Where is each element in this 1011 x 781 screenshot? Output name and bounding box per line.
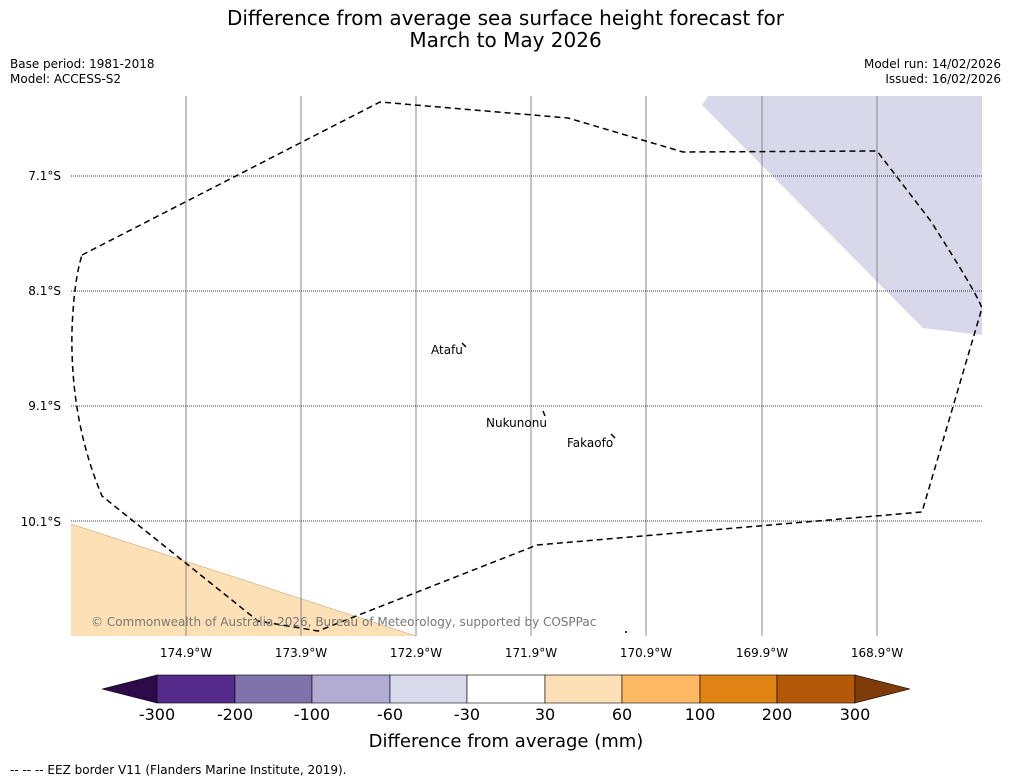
colorbar-tick: -30 (454, 705, 480, 724)
lon-label: 174.9°W (160, 646, 212, 660)
colorbar-tick: 300 (840, 705, 871, 724)
colorbar-segment (156, 674, 236, 704)
colorbar-label: Difference from average (mm) (369, 731, 644, 752)
model-name: Model: ACCESS-S2 (10, 72, 122, 86)
lat-label: 7.1°S (28, 169, 61, 183)
meta-left: Base period: 1981-2018 Model: ACCESS-S2 (10, 57, 155, 87)
eez-border (71, 101, 982, 632)
lon-label: 173.9°W (275, 646, 327, 660)
colorbar-tick: 60 (612, 705, 632, 724)
lon-label: 171.9°W (505, 646, 557, 660)
colorbar-segment (699, 674, 778, 704)
colorbar-tick: -300 (139, 705, 175, 724)
place-label-nukunonu: Nukunonu (486, 416, 547, 430)
eez-legend: -- -- -- EEZ border V11 (Flanders Marine… (10, 763, 347, 777)
meta-right: Model run: 14/02/2026 Issued: 16/02/2026 (864, 57, 1001, 87)
colorbar-tick: -100 (294, 705, 330, 724)
lon-label: 172.9°W (390, 646, 442, 660)
colorbar-tick: -200 (217, 705, 253, 724)
fakaofo-island (610, 433, 616, 439)
colorbar-segment (544, 674, 623, 704)
colorbar-tick: -60 (377, 705, 403, 724)
base-period: Base period: 1981-2018 (10, 57, 155, 71)
colorbar-segment (389, 674, 468, 704)
meridian-lines (185, 96, 878, 636)
place-label-fakaofo: Fakaofo (567, 436, 613, 450)
colorbar-segment (234, 674, 313, 704)
model-run: Model run: 14/02/2026 (863, 57, 1001, 71)
lon-label: 170.9°W (620, 646, 672, 660)
atafu-island (461, 342, 467, 348)
nukunonu-island (542, 410, 546, 417)
place-label-atafu: Atafu (431, 343, 463, 357)
colorbar-segment (466, 674, 546, 704)
colorbar-tick: 30 (535, 705, 555, 724)
lat-label: 8.1°S (28, 284, 61, 298)
colorbar-arrow-high (854, 674, 911, 704)
page-title-line1: Difference from average sea surface heig… (226, 6, 785, 30)
page-title-line2: March to May 2026 (409, 28, 602, 52)
colorbar-segment (621, 674, 701, 704)
colorbar (101, 674, 911, 704)
copyright-notice: © Commonwealth of Australia 2026, Bureau… (91, 615, 596, 629)
lon-label: 169.9°W (736, 646, 788, 660)
lat-label: 10.1°S (21, 515, 61, 529)
colorbar-segment (311, 674, 391, 704)
colorbar-tick: 200 (762, 705, 793, 724)
colorbar-arrow-low (101, 674, 158, 704)
colorbar-segment (776, 674, 856, 704)
shading-negative (702, 96, 982, 335)
issued-date: Issued: 16/02/2026 (885, 72, 1001, 86)
colorbar-ticks: -300 -200 -100 -60 -30 30 60 100 200 300 (139, 705, 870, 724)
lat-label: 9.1°S (28, 399, 61, 413)
colorbar-tick: 100 (685, 705, 716, 724)
lon-label: 168.9°W (851, 646, 903, 660)
